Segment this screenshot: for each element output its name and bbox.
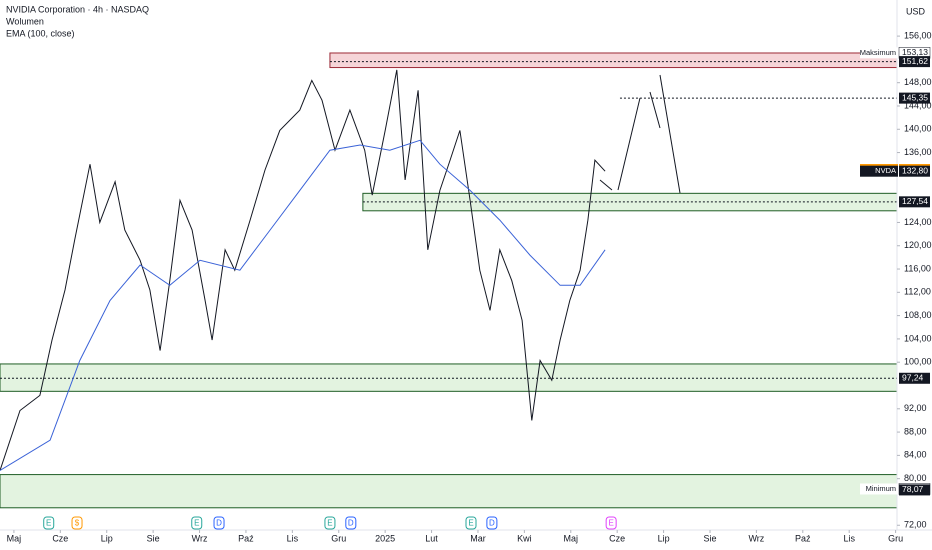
x-tick-label: Wrz <box>748 533 764 543</box>
y-tick-label: 112,00 <box>904 287 931 297</box>
x-tick-label: Gru <box>888 533 903 543</box>
price-tag <box>899 372 930 384</box>
y-tick-label: 116,00 <box>904 263 931 273</box>
price-tag-label: 97,24 <box>902 373 924 383</box>
event-marker <box>345 516 357 530</box>
event-marker <box>43 516 55 530</box>
currency: USD <box>906 6 926 16</box>
arrow <box>649 91 661 129</box>
legend-entry: EMA (100, close) <box>6 28 75 38</box>
event-marker <box>486 516 498 530</box>
event-label: E <box>327 519 332 528</box>
price-tag-label: 151,62 <box>902 56 928 66</box>
price-tag-note-bg <box>860 47 898 59</box>
projection-arrows <box>599 74 681 194</box>
price-tag-note-bg <box>860 165 898 177</box>
price-tag-note: NVDA <box>875 166 896 175</box>
x-tick-label: Cze <box>609 533 625 543</box>
x-tick-label: Lis <box>287 533 299 543</box>
arrow <box>659 74 681 194</box>
plot-area <box>0 52 898 509</box>
x-tick-label: Paź <box>795 533 811 543</box>
price-tag-note-bg <box>860 483 898 495</box>
y-tick-label: 92,00 <box>904 403 927 413</box>
x-tick-label: 2025 <box>375 533 395 543</box>
x-tick-label: Mar <box>470 533 486 543</box>
x-tick-label: Wrz <box>192 533 208 543</box>
event-label: E <box>194 519 199 528</box>
y-tick-label: 100,00 <box>904 357 932 367</box>
price-tag-label: 132,80 <box>902 165 928 175</box>
event-label: D <box>216 519 222 528</box>
x-tick-label: Lip <box>101 533 113 543</box>
event-marker <box>71 516 83 530</box>
y-tick-label: 148,00 <box>904 77 932 87</box>
price-tag <box>899 92 930 104</box>
x-tick-label: Lis <box>843 533 855 543</box>
event-marker <box>213 516 225 530</box>
x-tick-label: Kwi <box>517 533 532 543</box>
y-tick-label: 104,00 <box>904 333 932 343</box>
y-tick-label: 108,00 <box>904 310 932 320</box>
price-tag <box>899 484 930 496</box>
y-tick-label: 120,00 <box>904 240 932 250</box>
x-tick-label: Sie <box>703 533 716 543</box>
event-label: E <box>608 519 613 528</box>
event-marker <box>191 516 203 530</box>
y-tick-label: 84,00 <box>904 450 927 460</box>
y-tick-label: 88,00 <box>904 426 927 436</box>
zone <box>0 363 898 392</box>
price-line <box>0 69 606 471</box>
y-tick-label: 156,00 <box>904 30 932 40</box>
x-tick-label: Maj <box>564 533 579 543</box>
zone <box>329 52 898 69</box>
x-tick-label: Lut <box>425 533 438 543</box>
ema-line <box>0 139 606 471</box>
event-marker <box>465 516 477 530</box>
event-label: D <box>348 519 354 528</box>
y-tick-label: 124,00 <box>904 217 932 227</box>
x-tick-label: Cze <box>52 533 68 543</box>
x-tick-label: Lip <box>658 533 670 543</box>
y-tick-label: 144,00 <box>904 100 932 110</box>
y-tick-label: 140,00 <box>904 124 932 134</box>
event-marker <box>605 516 617 530</box>
event-label: $ <box>75 519 80 528</box>
price-tag <box>899 165 930 177</box>
y-tick-label: 136,00 <box>904 147 932 157</box>
event-marker <box>324 516 336 530</box>
event-label: D <box>489 519 495 528</box>
x-tick-label: Maj <box>7 533 22 543</box>
zone <box>0 474 898 509</box>
arrow <box>617 97 641 191</box>
price-tag-note: Maksimum <box>860 48 896 57</box>
volume-label: Wolumen <box>6 16 44 26</box>
price-tag <box>899 56 930 68</box>
y-tick-label: 80,00 <box>904 473 927 483</box>
event-label: E <box>46 519 51 528</box>
x-tick-label: Gru <box>331 533 346 543</box>
price-tag <box>899 196 930 208</box>
price-tag-label: 127,54 <box>902 196 928 206</box>
arrow <box>599 179 613 191</box>
price-tag-note: Minimum <box>866 484 896 493</box>
price-tag-label: 78,07 <box>902 484 924 494</box>
chart-title: NVIDIA Corporation · 4h · NASDAQ <box>6 4 149 14</box>
y-tick-label: 72,00 <box>904 520 927 530</box>
x-tick-label: Paź <box>238 533 254 543</box>
price-tag-label: 145,35 <box>902 92 928 102</box>
event-label: E <box>468 519 473 528</box>
x-tick-label: Sie <box>147 533 160 543</box>
price-tag-label: 153,13 <box>902 47 928 57</box>
